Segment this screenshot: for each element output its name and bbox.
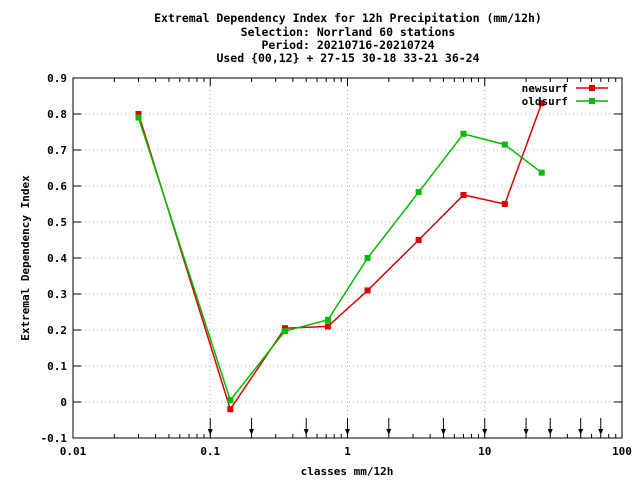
class-marker-arrowhead bbox=[249, 429, 255, 435]
x-axis-label: classes mm/12h bbox=[301, 465, 394, 478]
x-tick-label: 100 bbox=[612, 445, 632, 458]
legend-label-oldsurf: oldsurf bbox=[522, 95, 568, 108]
series-layer bbox=[135, 100, 545, 413]
y-tick-label: -0.1 bbox=[41, 432, 68, 445]
class-marker-arrowhead bbox=[547, 429, 553, 435]
x-tick-label: 1 bbox=[344, 445, 351, 458]
data-point-newsurf bbox=[324, 323, 331, 330]
y-tick-label: 0.4 bbox=[47, 252, 67, 265]
title-line-2: Selection: Norrland 60 stations bbox=[241, 25, 456, 39]
y-tick-label: 0 bbox=[60, 396, 67, 409]
data-point-oldsurf bbox=[364, 255, 371, 261]
data-point-newsurf bbox=[501, 201, 508, 207]
series-line-oldsurf bbox=[137, 117, 543, 402]
data-point-newsurf bbox=[415, 237, 422, 243]
class-marker-arrowhead bbox=[523, 429, 529, 435]
series-line-newsurf bbox=[137, 102, 543, 411]
chart-title: Extremal Dependency Index for 12h Precip… bbox=[154, 11, 542, 65]
y-tick-label: 0.2 bbox=[47, 324, 67, 337]
x-tick-label: 0.01 bbox=[60, 445, 87, 458]
data-point-newsurf bbox=[364, 287, 371, 294]
data-point-oldsurf bbox=[324, 316, 331, 323]
data-point-newsurf bbox=[460, 192, 467, 198]
data-point-newsurf bbox=[227, 406, 234, 413]
title-line-1: Extremal Dependency Index for 12h Precip… bbox=[154, 11, 542, 25]
class-marker-arrowhead bbox=[303, 429, 309, 435]
legend-marker-oldsurf bbox=[589, 98, 595, 104]
class-marker-arrowhead bbox=[386, 429, 392, 435]
y-tick-label: 0.9 bbox=[47, 72, 67, 85]
y-axis-label: Extremal Dependency Index bbox=[19, 175, 32, 341]
data-point-oldsurf bbox=[501, 141, 508, 148]
legend-marker-newsurf bbox=[589, 85, 595, 91]
y-tick-label: 0.8 bbox=[47, 108, 67, 121]
x-tick-label: 10 bbox=[478, 445, 491, 458]
class-marker-arrowhead bbox=[440, 429, 446, 435]
y-tick-label: 0.7 bbox=[47, 144, 67, 157]
class-markers bbox=[207, 418, 604, 435]
y-tick-label: 0.1 bbox=[47, 360, 67, 373]
data-point-newsurf bbox=[538, 100, 545, 107]
class-marker-arrowhead bbox=[578, 429, 584, 435]
data-point-oldsurf bbox=[227, 397, 234, 404]
axis-ticks: 0.01 0.1 1 10 100 -0.1 0 0.1 0.2 0.3 0.4 0.5 0.6 0.7 0… bbox=[41, 72, 632, 458]
data-point-oldsurf bbox=[281, 328, 288, 335]
y-tick-label: 0.5 bbox=[47, 216, 67, 229]
class-marker-arrowhead bbox=[598, 429, 604, 435]
grid-lines bbox=[73, 78, 622, 438]
y-tick-label: 0.6 bbox=[47, 180, 67, 193]
y-tick-label: 0.3 bbox=[47, 288, 67, 301]
data-point-oldsurf bbox=[460, 130, 467, 137]
data-point-oldsurf bbox=[135, 114, 142, 121]
title-line-4: Used {00,12} + 27-15 30-18 33-21 36-24 bbox=[216, 51, 479, 65]
data-point-oldsurf bbox=[415, 189, 422, 196]
x-tick-label: 0.1 bbox=[200, 445, 220, 458]
legend-label-newsurf: newsurf bbox=[522, 82, 568, 95]
data-point-oldsurf bbox=[538, 169, 545, 176]
data-point-newsurf bbox=[135, 111, 142, 117]
title-line-3: Period: 20210716-20210724 bbox=[261, 38, 434, 52]
